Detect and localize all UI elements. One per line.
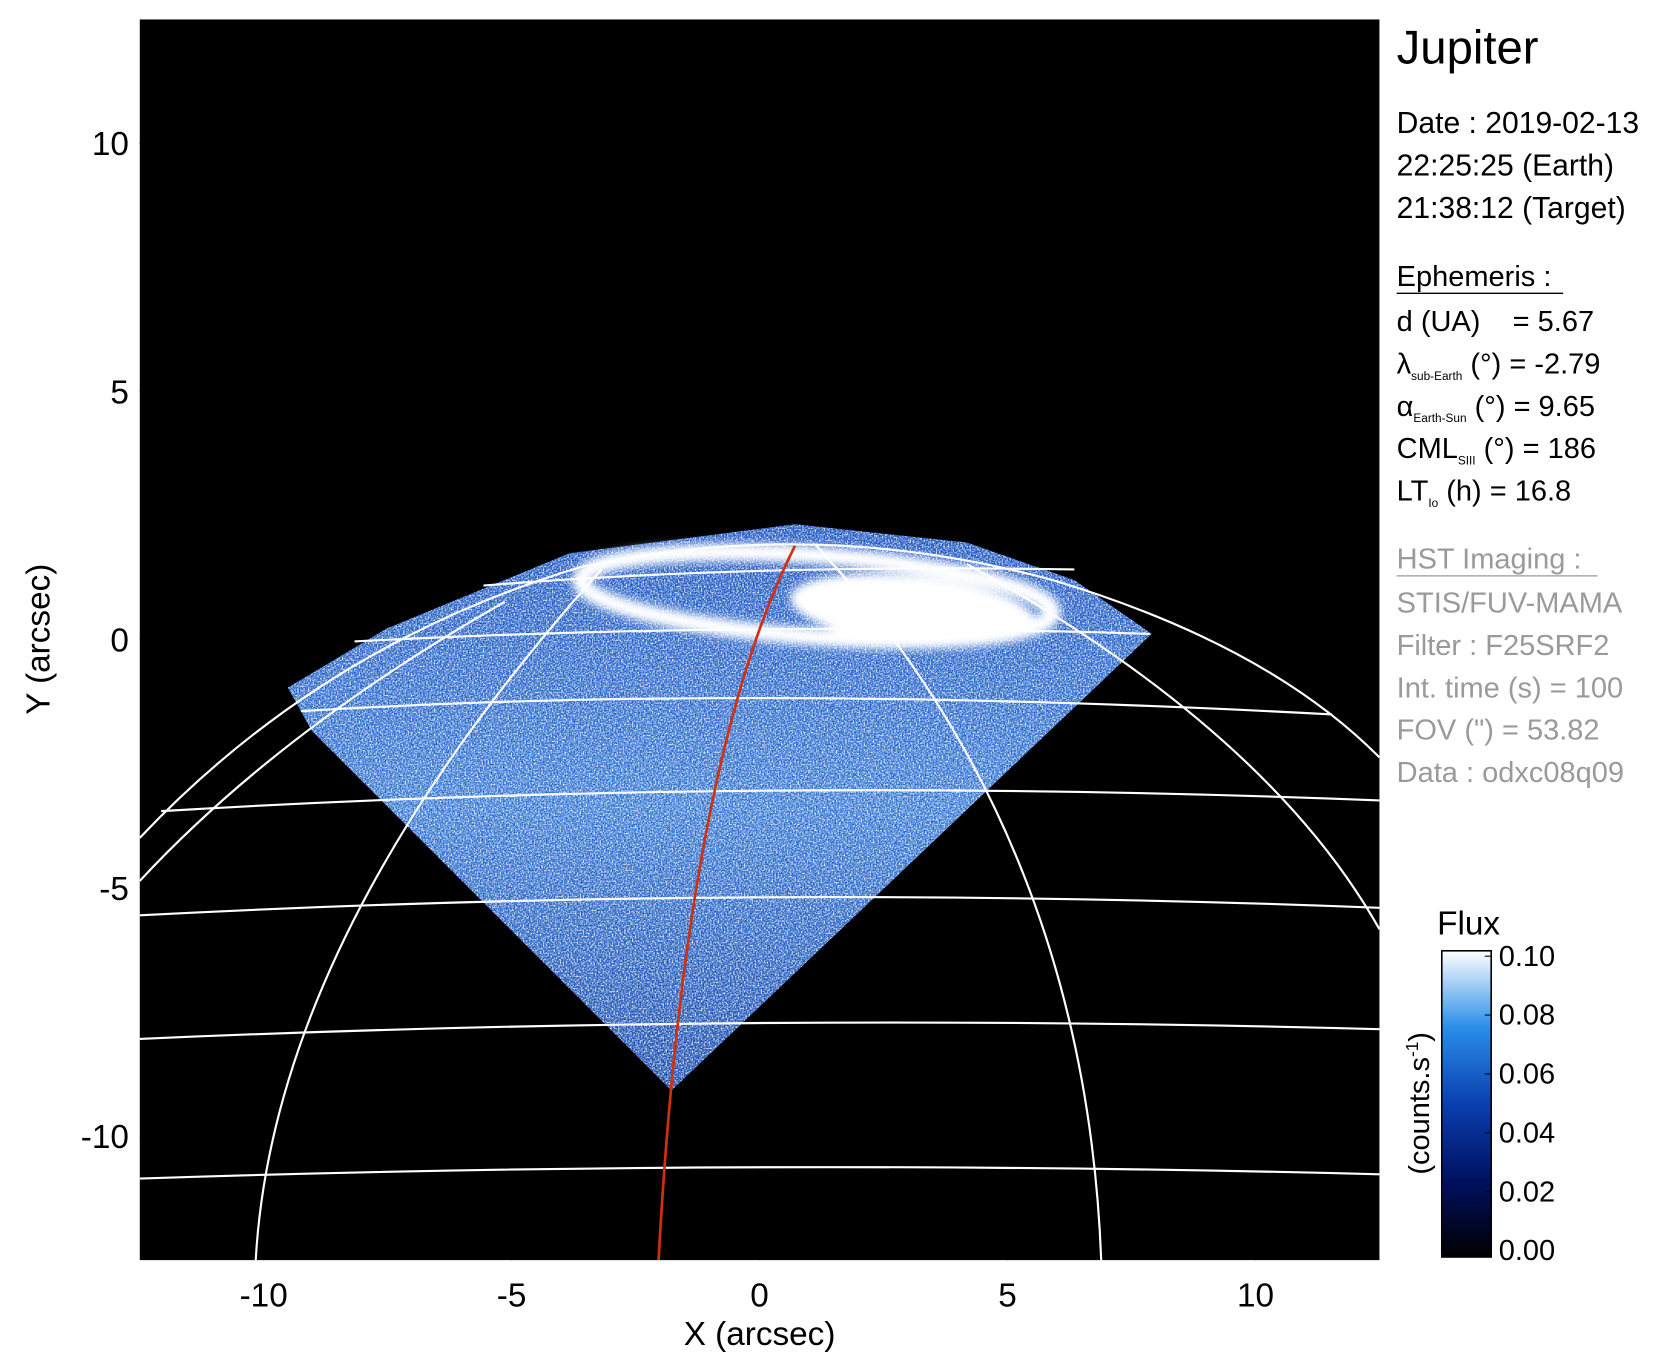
ephemeris-row: λsub-Earth (°) = -2.79 [1397,348,1601,382]
unit-sup: -1 [1402,1042,1422,1057]
unit-end: ) [1404,1032,1436,1042]
date-line: Date : 2019-02-13 [1397,107,1639,140]
colorbar-tick-label: 0.00 [1499,1235,1555,1267]
y-axis-label: Y (arcsec) [20,564,57,715]
row-sub: Io [1428,496,1438,510]
colorbar-tick-label: 0.10 [1499,941,1555,973]
row-rest: (°) = 186 [1476,433,1596,465]
footprint-curve [657,545,797,1261]
ephemeris-row: CMLSIII (°) = 186 [1397,433,1596,467]
info-panel: Date : 2019-02-13 22:25:25 (Earth) 21:38:1… [1397,107,1639,789]
date-line: 22:25:25 (Earth) [1397,150,1614,183]
imaging-line: Data : odxc08q09 [1397,757,1624,789]
x-tick-label: -10 [240,1277,288,1314]
unit-main: (counts.s [1404,1057,1436,1175]
row-sub: sub-Earth [1411,369,1462,383]
row-rest: (°) = -2.79 [1462,348,1600,380]
imaging-line: Filter : F25SRF2 [1397,630,1610,662]
ephemeris-row: αEarth-Sun (°) = 9.65 [1397,391,1595,425]
x-tick-label: 10 [1237,1277,1274,1314]
imaging-line: Int. time (s) = 100 [1397,672,1623,704]
colorbar-tick-label: 0.06 [1499,1059,1555,1091]
y-tick-label: 10 [92,126,129,163]
x-tick-label: -5 [497,1277,527,1314]
planet-grid [139,543,1380,1261]
row-rest: (h) = 16.8 [1438,476,1571,508]
row-sub: Earth-Sun [1413,411,1466,425]
date-line: 21:38:12 (Target) [1397,192,1626,225]
ephemeris-row: LTIo (h) = 16.8 [1397,476,1572,510]
y-tick-label: -5 [99,871,129,908]
plot-area [139,19,1380,1261]
colorbar-tick-label: 0.02 [1499,1176,1555,1208]
y-tick-label: 5 [110,374,129,411]
imaging-line: STIS/FUV-MAMA [1397,587,1623,619]
row-main: CML [1397,433,1458,465]
imaging-heading: HST Imaging : [1397,543,1582,575]
y-tick-label: -10 [81,1119,129,1156]
row-main: λ [1397,348,1412,380]
ephemeris-heading: Ephemeris : [1397,261,1552,293]
x-tick-label: 5 [998,1277,1017,1314]
x-tick-label: 0 [750,1277,769,1314]
row-main: d (UA) = 5.67 [1397,306,1594,338]
x-axis-label: X (arcsec) [684,1316,836,1353]
row-rest: (°) = 9.65 [1467,391,1595,423]
row-sub: SIII [1458,454,1476,468]
colorbar-tick-label: 0.04 [1499,1117,1555,1149]
colorbar-title: Flux [1437,906,1500,943]
y-tick-label: 0 [110,623,129,660]
row-main: α [1397,391,1414,423]
colorbar-tick-label: 0.08 [1499,1000,1555,1032]
row-main: LT [1397,476,1429,508]
colorbar [1440,949,1493,1258]
imaging-line: FOV (") = 53.82 [1397,715,1600,747]
colorbar-unit: (counts.s-1) [1402,1032,1436,1175]
panel-title: Jupiter [1397,21,1539,74]
ephemeris-row: d (UA) = 5.67 [1397,306,1594,338]
